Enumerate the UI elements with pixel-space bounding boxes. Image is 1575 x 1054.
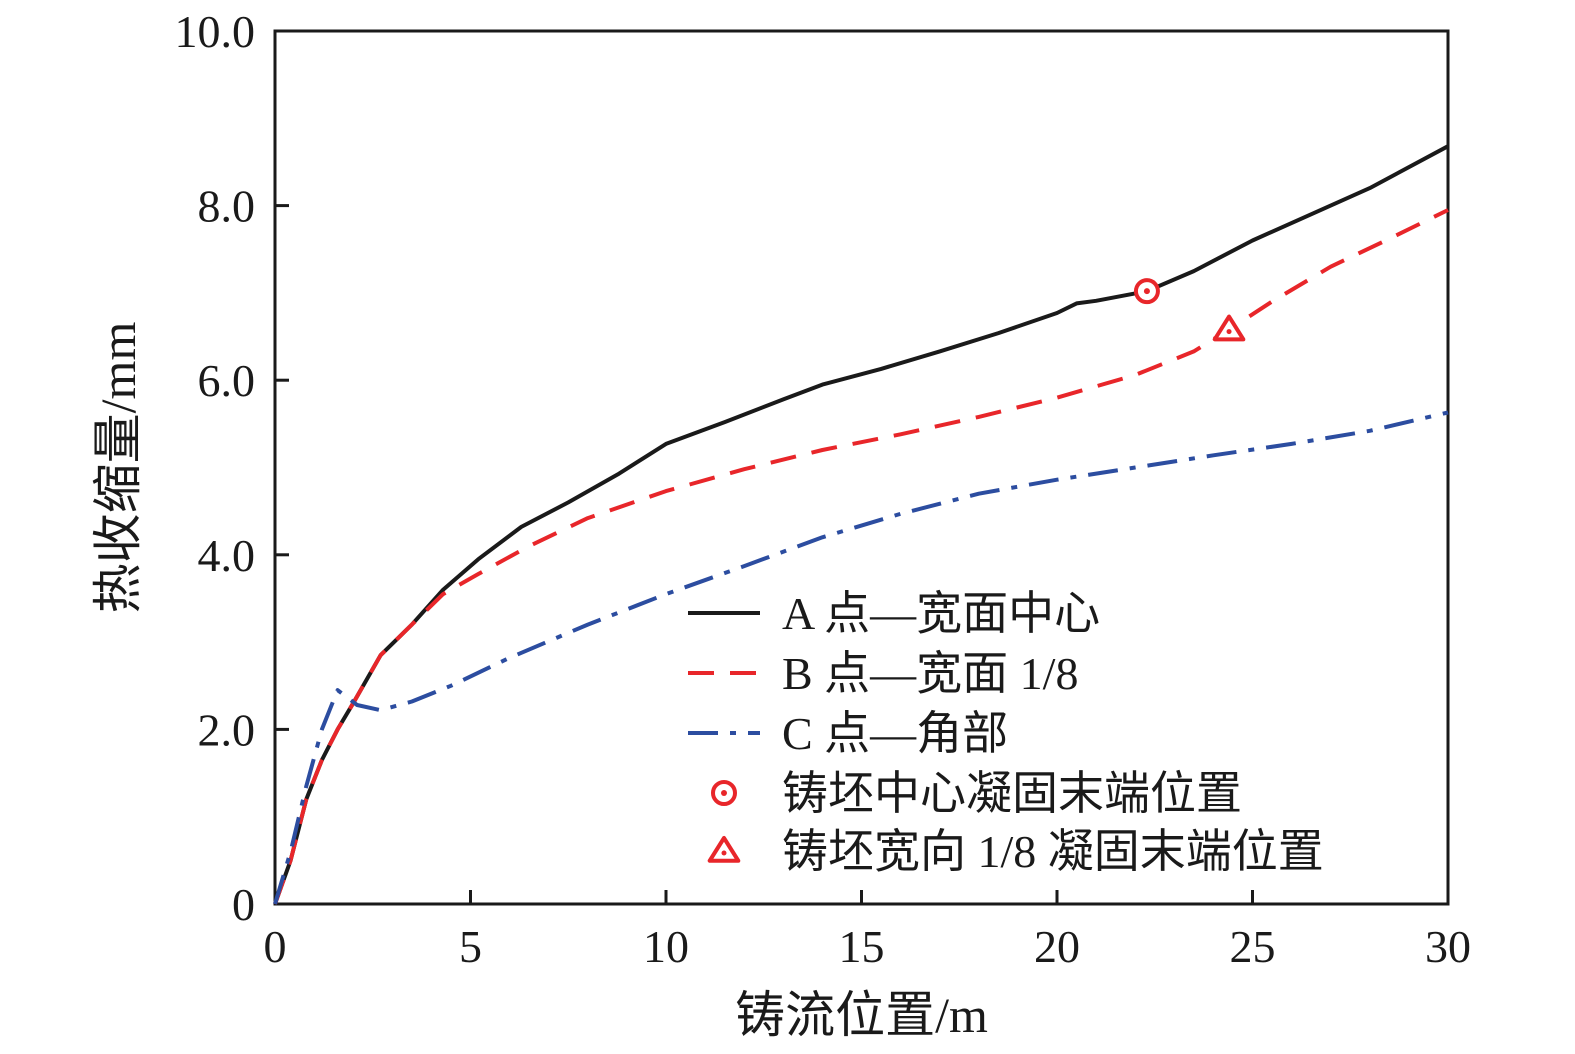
x-tick-label: 5 — [459, 921, 482, 972]
legend-label: 铸坯中心凝固末端位置 — [782, 768, 1242, 819]
legend-label: 铸坯宽向 1/8 凝固末端位置 — [782, 826, 1324, 877]
marker-layer — [1133, 278, 1246, 342]
x-tick-label: 25 — [1230, 921, 1276, 972]
legend-marker-circle — [711, 780, 737, 806]
center-solidification-end-marker — [1133, 278, 1160, 305]
x-axis-title: 铸流位置/m — [735, 987, 988, 1043]
y-axis-title: 热收缩量/mm — [90, 322, 146, 614]
series-line-c — [273, 410, 1449, 905]
quarter-width-solidification-end-marker — [1212, 314, 1246, 342]
y-tick-label: 4.0 — [198, 530, 256, 581]
x-tick-label: 20 — [1034, 921, 1080, 972]
y-tick-label: 10.0 — [175, 6, 256, 57]
y-axis-ticks: 0 2.0 4.0 6.0 8.0 10.0 — [175, 6, 289, 930]
y-tick-label: 2.0 — [198, 704, 256, 755]
legend-label: B 点—宽面 1/8 — [782, 648, 1078, 699]
x-axis-ticks: 0 5 10 15 20 25 30 — [264, 890, 1471, 972]
series-line-a — [273, 144, 1449, 905]
y-tick-label: 6.0 — [198, 355, 256, 406]
legend-marker-triangle — [707, 836, 741, 863]
y-tick-label: 8.0 — [198, 181, 256, 232]
x-tick-label: 0 — [264, 921, 287, 972]
x-tick-label: 15 — [839, 921, 885, 972]
x-tick-label: 30 — [1425, 921, 1471, 972]
y-tick-label: 0 — [232, 879, 255, 930]
legend-label: A 点—宽面中心 — [782, 588, 1100, 639]
legend-label: C 点—角部 — [782, 708, 1008, 759]
x-tick-label: 10 — [643, 921, 689, 972]
